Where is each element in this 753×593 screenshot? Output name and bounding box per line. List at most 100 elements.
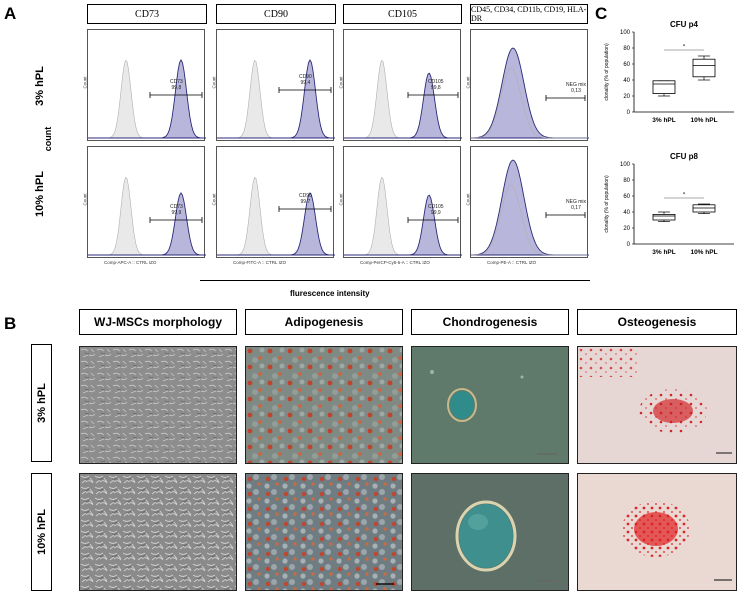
y-tick-label: 0 [627, 242, 631, 248]
x-axis-line [200, 280, 590, 281]
micrograph-chondrogenesis-3-hpl [411, 346, 569, 464]
histogram-cd73-3-hpl: CD73 99,8 Count [83, 29, 206, 141]
category-label: 3% hPL [652, 117, 676, 124]
chart-title: CFU p8 [670, 152, 699, 161]
x-axis-channel-label: Comp-FITC-A :: CTRL IZO [233, 260, 287, 265]
gate-bar [407, 92, 459, 98]
row-label-10-hpl: 10% hPL [34, 171, 46, 217]
gate-marker-name: CD105 [428, 204, 444, 210]
box [652, 80, 676, 94]
marker-histogram [344, 72, 462, 139]
row-label-3-hpl: 3% hPL [34, 66, 46, 106]
y-axis-label: Count [465, 76, 471, 89]
column-header-osteogenesis: Osteogenesis [577, 309, 737, 335]
box [652, 214, 676, 221]
gate-bar [149, 92, 203, 98]
gate-percentage: 99,9 [430, 210, 441, 216]
row-label-box-3-hpl: 3% hPL [31, 344, 52, 462]
gate-percentage: 99,4 [300, 80, 311, 86]
y-axis-label: Count [338, 76, 344, 89]
gate-marker-name: NEG mix [566, 82, 586, 88]
chart-title: CFU p4 [670, 20, 699, 29]
micrograph-morphology-3-hpl [79, 346, 237, 464]
histogram-cd45-3-hpl: NEG mix 0,13 Count [466, 29, 589, 141]
y-tick-label: 80 [623, 178, 630, 184]
column-header-chondrogenesis: Chondrogenesis [411, 309, 569, 335]
micrograph-adipogenesis-10-hpl [245, 473, 403, 591]
significance-star: * [683, 45, 686, 51]
y-axis-label: Count [338, 193, 344, 206]
gate-marker-name: CD90 [299, 193, 312, 199]
y-axis-label: clonality (% of population) [604, 43, 610, 101]
y-tick-label: 100 [620, 30, 631, 36]
x-axis-title: flurescence intensity [290, 289, 370, 298]
gate-bar [407, 217, 459, 223]
gate-label: NEG mix 0,13 [566, 82, 586, 94]
y-tick-label: 60 [623, 194, 630, 200]
gate-percentage: 99,8 [430, 85, 441, 91]
micrograph-chondrogenesis-10-hpl [411, 473, 569, 591]
panel-b-letter: B [4, 314, 17, 333]
y-axis-label: Count [82, 193, 88, 206]
gate-marker-name: CD73 [170, 204, 183, 210]
column-header-adipogenesis: Adipogenesis [245, 309, 403, 335]
histogram-cd90-3-hpl: CD90 99,4 Count [212, 29, 335, 141]
gate-percentage: 0,13 [571, 88, 581, 94]
marker-histogram [88, 59, 206, 139]
gate-percentage: 99,9 [171, 210, 182, 216]
x-axis-channel-label: Comp-APC-A :: CTRL IZO [104, 260, 157, 265]
gate-bar [545, 95, 586, 101]
gate-label: CD105 99,9 [428, 204, 444, 216]
marker-histogram [217, 192, 335, 256]
column-header-cd105: CD105 [343, 4, 462, 24]
gate-marker-name: NEG mix [566, 199, 586, 205]
y-axis-label: Count [211, 193, 217, 206]
panel-a-letter: A [4, 4, 17, 23]
marker-histogram [88, 192, 206, 256]
y-tick-label: 0 [627, 110, 631, 116]
marker-histogram [217, 59, 335, 139]
row-label-10-hpl-b: 10% hPL [35, 509, 48, 555]
gate-label: CD73 99,9 [170, 204, 183, 216]
panel-c-letter: C [595, 4, 608, 23]
column-header-neg-markers: CD45, CD34, CD11b, CD19, HLA-DR [470, 4, 588, 24]
y-tick-label: 80 [623, 46, 630, 52]
x-axis-channel-label: Comp-PerCP-Cy5-5-A :: CTRL IZO [360, 260, 430, 265]
box-chart-2: CFU p8 100 80 60 40 20 0 clonality (% of popula… [604, 152, 734, 256]
gate-label: CD73 99,8 [170, 79, 183, 91]
category-label: 3% hPL [652, 249, 676, 256]
y-tick-label: 20 [623, 94, 630, 100]
column-header-cd73: CD73 [87, 4, 207, 24]
cfu-box-charts: CFU p4 100 80 60 40 20 0 clonality (% of popula… [604, 20, 734, 256]
y-tick-label: 20 [623, 226, 630, 232]
category-label: 10% hPL [690, 117, 717, 124]
count-label: count [43, 126, 53, 152]
micrograph-osteogenesis-10-hpl [577, 473, 737, 591]
column-header-cd90: CD90 [216, 4, 336, 24]
x-axis-channel-label: Comp-PE-A :: CTRL IZO [487, 260, 537, 265]
column-header-morphology: WJ-MSCs morphology [79, 309, 237, 335]
gate-marker-name: CD73 [170, 79, 183, 85]
y-axis-label: Count [211, 76, 217, 89]
y-axis-label: Count [465, 193, 471, 206]
micrograph-adipogenesis-3-hpl [245, 346, 403, 464]
category-label: 10% hPL [690, 249, 717, 256]
y-tick-label: 40 [623, 210, 630, 216]
y-axis-label: clonality (% of population) [604, 175, 610, 233]
gate-percentage: 0,17 [571, 205, 581, 211]
gate-label: CD105 99,8 [428, 79, 444, 91]
y-tick-label: 40 [623, 78, 630, 84]
box-chart-1: CFU p4 100 80 60 40 20 0 clonality (% of popula… [604, 20, 734, 124]
gate-percentage: 99,7 [300, 199, 311, 205]
gate-label: NEG mix 0,17 [566, 199, 586, 211]
gate-marker-name: CD105 [428, 79, 444, 85]
gate-bar [545, 212, 586, 218]
gate-bar [149, 217, 203, 223]
y-tick-label: 60 [623, 62, 630, 68]
micrograph-morphology-10-hpl [79, 473, 237, 591]
micrograph-osteogenesis-3-hpl [577, 346, 737, 464]
